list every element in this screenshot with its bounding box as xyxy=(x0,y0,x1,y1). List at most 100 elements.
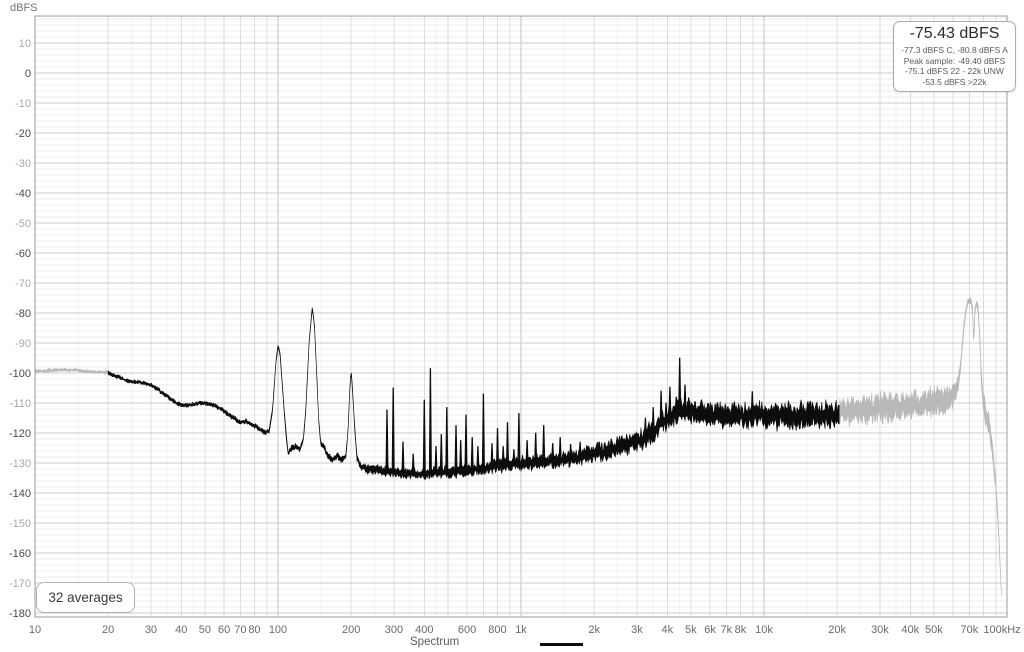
trace-spike xyxy=(470,437,474,472)
trace-spike xyxy=(385,409,389,473)
trace-spike xyxy=(558,437,562,461)
x-tick-label: 40k xyxy=(901,624,919,636)
x-tick-label: 600 xyxy=(458,624,476,636)
y-tick-label: -80 xyxy=(15,308,31,320)
trace-spike xyxy=(620,435,624,448)
trace-spike xyxy=(401,441,405,475)
x-tick-label: 100 xyxy=(269,624,287,636)
level-readout-details: -77.3 dBFS C, -80.8 dBFS A Peak sample: -… xyxy=(896,45,1013,87)
y-tick-label: -150 xyxy=(9,518,31,530)
x-tick-label: 300 xyxy=(385,624,403,636)
trace-spike xyxy=(693,401,697,414)
x-tick-label: 60 xyxy=(218,624,230,636)
trace-spike xyxy=(750,391,754,418)
x-tick-label: 6k xyxy=(704,624,716,636)
trace-spectrum-average xyxy=(107,307,840,480)
trace-spike xyxy=(683,384,687,413)
trace-spike xyxy=(505,422,510,467)
y-tick-labels: 10 0 -10 -20 -30 -40 -50 -60 -70 -80 -90 -100 -110 -1… xyxy=(9,38,31,620)
level-readout-line: Peak sample: -49.40 dBFS xyxy=(903,55,1006,66)
trace-spike xyxy=(459,440,463,473)
trace-spike xyxy=(587,446,591,457)
y-tick-label: -130 xyxy=(9,458,31,470)
trace-spike xyxy=(501,446,505,467)
trace-spike xyxy=(476,446,480,471)
x-tick-label: 4k xyxy=(661,624,673,636)
x-tick-label: 3k xyxy=(631,624,643,636)
x-tick-label: 800 xyxy=(488,624,506,636)
trace-spike xyxy=(391,387,395,474)
x-tick-label: 100kHz xyxy=(983,624,1020,636)
plot-frame xyxy=(34,15,1008,618)
trace-spike xyxy=(490,443,494,469)
trace-spike xyxy=(674,396,678,415)
trace-spike xyxy=(481,393,485,471)
y-tick-label: -90 xyxy=(15,338,31,350)
x-tick-label: 8k xyxy=(735,624,747,636)
x-tick-label: 50k xyxy=(925,624,943,636)
x-tick-label: 1k xyxy=(515,624,527,636)
x-tick-label: 200 xyxy=(342,624,360,636)
x-tick-label: 5k xyxy=(685,624,697,636)
level-readout-line: -75.1 dBFS 22 - 22k UNW xyxy=(905,66,1004,76)
trace-spectrum-above-range xyxy=(839,297,1002,596)
x-tick-label: 30 xyxy=(145,624,157,636)
y-tick-label: 10 xyxy=(19,38,31,50)
y-tick-label: 0 xyxy=(25,68,31,80)
x-tick-label: 7k xyxy=(721,624,733,636)
trace-spike xyxy=(578,441,582,459)
trace-spike xyxy=(495,428,500,468)
y-tick-label: -170 xyxy=(9,578,31,590)
y-axis-title: dBFS xyxy=(10,2,38,14)
trace-spike xyxy=(687,397,691,413)
trace-spike xyxy=(439,434,443,474)
trace-spike xyxy=(609,438,613,451)
x-tick-label: 70 xyxy=(234,624,246,636)
trace-spike xyxy=(643,417,647,438)
x-tick-label: 30k xyxy=(871,624,889,636)
averages-label: 32 averages xyxy=(48,590,123,605)
trace-spike xyxy=(542,425,546,463)
trace-spike xyxy=(597,441,601,454)
x-tick-label: 10 xyxy=(29,624,41,636)
level-readout-value: -75.43 dBFS xyxy=(909,25,1000,42)
y-tick-label: -160 xyxy=(9,548,31,560)
trace-spike xyxy=(411,453,415,475)
trace-spike xyxy=(525,440,529,465)
y-tick-label: -20 xyxy=(15,128,31,140)
trace-spectrum-below-range xyxy=(35,367,110,376)
trace-spike xyxy=(512,449,516,466)
x-tick-label: 40 xyxy=(175,624,187,636)
y-tick-label: -50 xyxy=(15,218,31,230)
y-tick-label: -40 xyxy=(15,188,31,200)
trace-spike xyxy=(454,425,458,474)
trace-spike xyxy=(551,443,555,462)
trace-spike xyxy=(569,444,573,460)
level-readout-line: -77.3 dBFS C, -80.8 dBFS A xyxy=(901,45,1008,55)
x-tick-label: 70k xyxy=(960,624,978,636)
y-tick-label: -60 xyxy=(15,248,31,260)
trace-spike xyxy=(534,432,538,464)
trace-spike xyxy=(422,399,426,475)
x-tick-label: 2k xyxy=(588,624,600,636)
x-tick-label: 50 xyxy=(199,624,211,636)
y-tick-label: -120 xyxy=(9,428,31,440)
legend-label: Spectrum xyxy=(410,636,460,648)
trace-spike xyxy=(668,386,672,419)
y-tick-label: -70 xyxy=(15,278,31,290)
trace-spike xyxy=(651,407,655,433)
trace-spike xyxy=(678,357,682,414)
trace-spike xyxy=(659,390,663,427)
x-tick-label: 20k xyxy=(828,624,846,636)
level-readout-box: -75.43 dBFS -77.3 dBFS C, -80.8 dBFS A Pe… xyxy=(893,21,1016,92)
y-tick-label: -180 xyxy=(9,608,31,620)
trace-spike xyxy=(445,407,449,474)
trace-spike xyxy=(428,368,432,475)
y-tick-label: -110 xyxy=(10,398,31,410)
trace-spike xyxy=(464,414,468,473)
legend-line-sample[interactable] xyxy=(540,643,583,646)
y-tick-label: -140 xyxy=(9,488,31,500)
trace-spike xyxy=(713,404,717,417)
